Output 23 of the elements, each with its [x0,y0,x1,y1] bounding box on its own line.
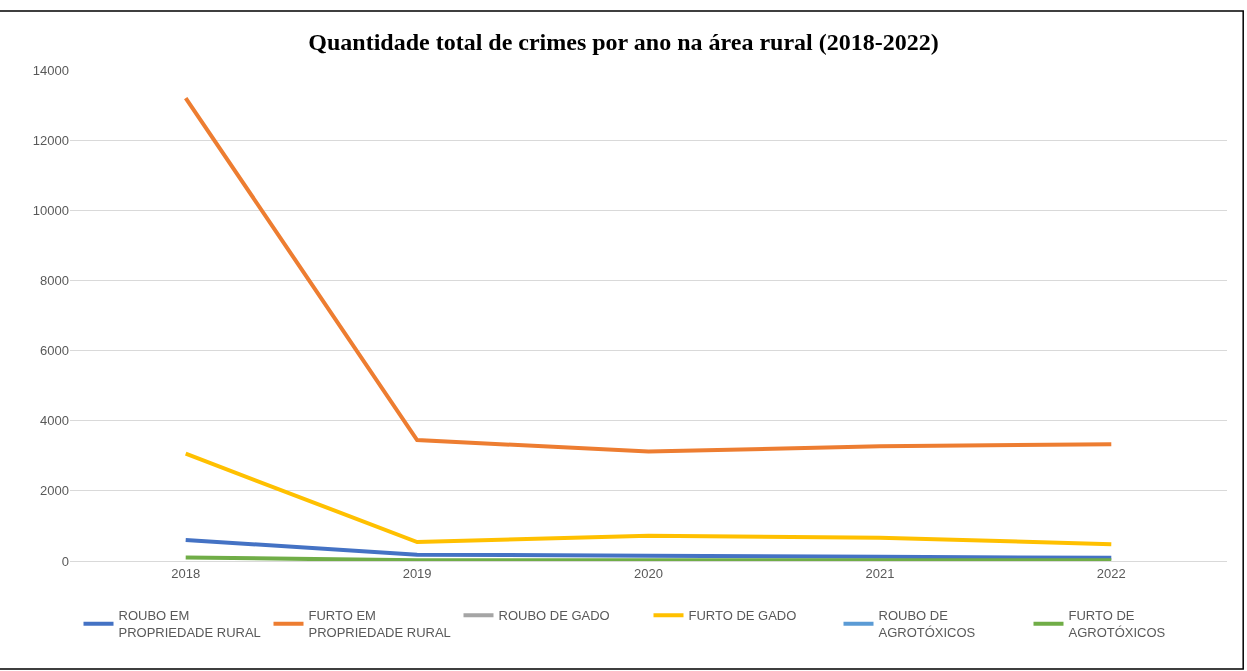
chart-title: Quantidade total de crimes por ano na área rural (2018-2022) [308,29,939,56]
y-tick-label: 14000 [32,62,69,78]
legend-label: ROUBO DE GADO [498,608,610,624]
y-tick-label: 6000 [40,343,69,359]
x-tick-label: 2021 [865,565,895,581]
x-tick-label: 2022 [1096,565,1126,581]
line-series [183,451,1114,547]
y-tick-label: 8000 [40,272,69,288]
line-series [183,96,1114,454]
y-tick-label: 0 [61,553,69,569]
y-tick-label: 12000 [32,132,69,148]
legend-label: FURTO EM PROPRIEDADE RURAL [308,608,451,641]
legend-label: FURTO DE GADO [688,608,797,624]
x-tick-label: 2020 [634,565,663,581]
legend-label: ROUBO EM PROPRIEDADE RURAL [118,608,261,641]
x-tick-label: 2019 [402,565,432,581]
legend-label: FURTO DE AGROTÓXICOS [1068,608,1166,641]
line-series [183,537,1114,560]
legend-label: ROUBO DE AGROTÓXICOS [878,608,976,641]
x-tick-label: 2018 [171,565,201,581]
y-tick-label: 4000 [40,413,69,429]
y-tick-label: 2000 [40,483,69,499]
y-tick-label: 10000 [32,202,69,218]
